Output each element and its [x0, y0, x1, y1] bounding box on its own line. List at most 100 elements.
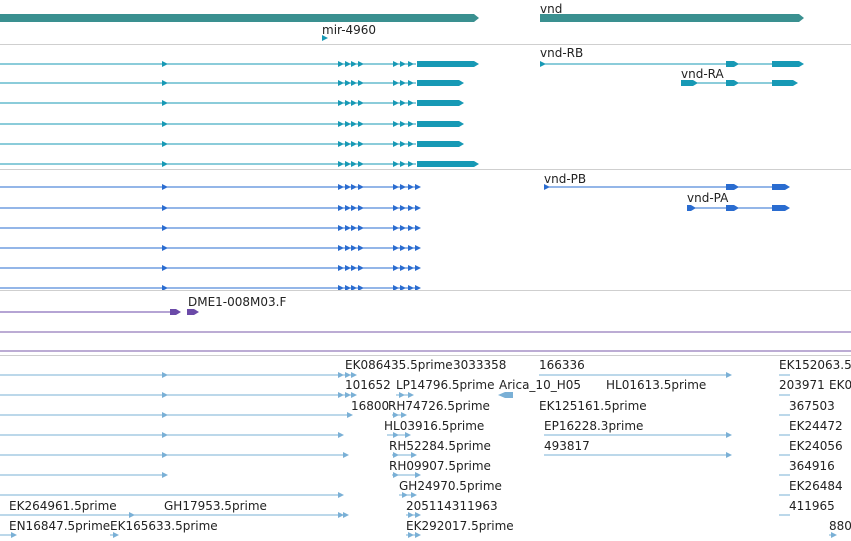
est-label[interactable]: EK26484 [789, 479, 843, 493]
strand-arrow [400, 285, 406, 291]
est-label[interactable]: EK24472 [789, 419, 843, 433]
strand-arrow [393, 184, 399, 190]
strand-arrow [162, 121, 168, 127]
est-label[interactable]: RH74726.5prime [388, 399, 490, 413]
strand-arrow [408, 245, 414, 251]
est-arrow [11, 532, 17, 538]
est-label[interactable]: 16800 [351, 399, 390, 413]
est-label[interactable]: EK152063.5 [779, 358, 851, 372]
est-label[interactable]: EP16228.3prime [544, 419, 644, 433]
est-arrow [831, 532, 837, 538]
est-arrow [411, 452, 417, 458]
est-label[interactable]: 166336 [539, 358, 585, 372]
est-label[interactable]: 364916 [789, 459, 835, 473]
est-label[interactable]: GH24970.5prime [399, 479, 502, 493]
strand-arrow [358, 285, 364, 291]
est-arrow [351, 392, 357, 398]
gene-label-vnd[interactable]: vnd [540, 2, 563, 16]
est-label[interactable]: EK165633.5prime [110, 519, 218, 533]
est-arrow [411, 492, 417, 498]
exon-block [726, 184, 739, 190]
transcript-label-vnd-rb[interactable]: vnd-RB [540, 46, 584, 60]
est-arrow [408, 392, 414, 398]
est-arrow [393, 472, 399, 478]
est-arrow [726, 452, 732, 458]
strand-arrow [358, 184, 364, 190]
est-label[interactable]: EK24056 [789, 439, 843, 453]
exon-block [726, 61, 739, 67]
strand-arrow [400, 225, 406, 231]
est-label[interactable]: 493817 [544, 439, 590, 453]
exon-block [772, 61, 804, 67]
exon-block [726, 80, 739, 86]
est-label[interactable]: RH52284.5prime [389, 439, 491, 453]
strand-arrow [162, 141, 168, 147]
est-label[interactable]: HL01613.5prime [606, 378, 707, 392]
strand-arrow [338, 80, 344, 86]
strand-arrow [408, 285, 414, 291]
strand-arrow [415, 225, 421, 231]
exon-block [417, 80, 464, 86]
est-label[interactable]: 3033358 [453, 358, 507, 372]
est-reverse-arrow [498, 392, 505, 398]
est-label[interactable]: RH09907.5prime [389, 459, 491, 473]
est-label[interactable]: EK292017.5prime [406, 519, 514, 533]
est-arrow [408, 512, 414, 518]
exon-block [681, 80, 698, 86]
est-label[interactable]: EK264961.5prime [9, 499, 117, 513]
exon-block [417, 121, 464, 127]
strand-arrow [351, 245, 357, 251]
strand-arrow [345, 245, 351, 251]
strand-arrow [338, 205, 344, 211]
protein-label-vnd-pa[interactable]: vnd-PA [687, 191, 729, 205]
strand-arrow [351, 184, 357, 190]
strand-arrow [351, 141, 357, 147]
protein-label-vnd-pb[interactable]: vnd-PB [544, 172, 587, 186]
est-arrow [401, 412, 407, 418]
strand-arrow [358, 80, 364, 86]
strand-arrow [393, 100, 399, 106]
est-label[interactable]: 101652 [345, 378, 391, 392]
exon-block [687, 205, 696, 211]
strand-arrow [345, 285, 351, 291]
strand-arrow [393, 161, 399, 167]
strand-arrow [400, 161, 406, 167]
exon-block [772, 205, 790, 211]
strand-arrow [358, 205, 364, 211]
est-arrow [162, 392, 168, 398]
gene-bar [540, 14, 804, 22]
transcript-label-vnd-ra[interactable]: vnd-RA [681, 67, 724, 81]
strand-arrow [345, 205, 351, 211]
strand-arrow [351, 265, 357, 271]
est-label[interactable]: 411965 [789, 499, 835, 513]
est-label[interactable]: EK086435.5prime [345, 358, 453, 372]
est-label[interactable]: EK0 [829, 378, 851, 392]
strand-arrow [358, 141, 364, 147]
strand-arrow [393, 141, 399, 147]
est-label[interactable]: EN16847.5prime [9, 519, 111, 533]
est-arrow [415, 512, 421, 518]
est-arrow [162, 452, 168, 458]
est-label[interactable]: Arica_10_H05 [499, 378, 581, 392]
est-label[interactable]: HL03916.5prime [384, 419, 485, 433]
mirna-feature [322, 35, 328, 41]
gene-label-mir-4960[interactable]: mir-4960 [322, 23, 377, 37]
est-arrow [393, 412, 399, 418]
est-label[interactable]: LP14796.5prime [396, 378, 495, 392]
est-label[interactable]: 880 [829, 519, 851, 533]
strand-arrow [351, 161, 357, 167]
est-arrow [415, 472, 421, 478]
track-separator [0, 44, 851, 45]
est-label[interactable]: 367503 [789, 399, 835, 413]
est-label[interactable]: EK125161.5prime [539, 399, 647, 413]
strand-arrow [400, 265, 406, 271]
alignment-label-dme1[interactable]: DME1-008M03.F [188, 295, 287, 309]
strand-arrow [393, 61, 399, 67]
est-label[interactable]: 203971 [779, 378, 825, 392]
est-label[interactable]: 205114311963 [406, 499, 498, 513]
strand-arrow [162, 184, 168, 190]
est-label[interactable]: GH17953.5prime [164, 499, 267, 513]
gene-bar [0, 14, 479, 22]
